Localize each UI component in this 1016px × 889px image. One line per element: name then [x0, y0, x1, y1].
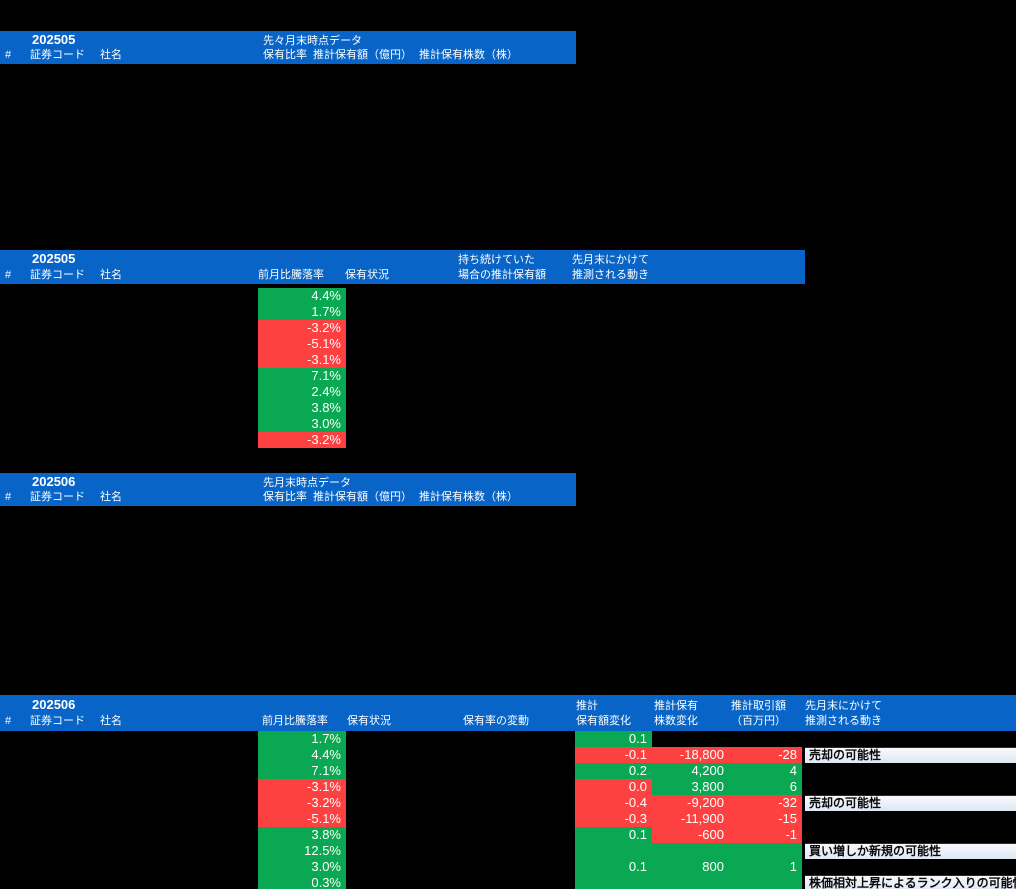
col-header-move-line2: 推測される動き — [805, 715, 882, 727]
col-header-code: 証券コード — [30, 715, 85, 727]
col-header-est-shares-line1: 推計保有 — [654, 700, 698, 712]
col-header-est-shares: 推計保有株数（株） — [419, 491, 518, 503]
est-trade-amount-cell[interactable]: -28 — [729, 747, 802, 763]
table-header-prev1-snapshot: 202506 先月末時点データ # 証券コード 社名 保有比率 推計保有額（億円… — [0, 473, 576, 506]
est-shares-change-cell[interactable]: 3,800 — [652, 779, 729, 795]
col-header-held-value-line1: 持ち続けていた — [458, 254, 535, 266]
est-shares-change-cell[interactable]: 800 — [652, 859, 729, 875]
col-header-code: 証券コード — [30, 269, 85, 281]
col-header-ratio-change: 保有率の変動 — [463, 715, 529, 727]
col-header-est-amount: 推計保有額（億円） — [313, 491, 412, 503]
est-shares-change-cell[interactable]: 4,200 — [652, 763, 729, 779]
col-header-est-amount: 推計保有額（億円） — [313, 49, 412, 61]
col-header-num: # — [5, 269, 12, 281]
est-shares-change-cell[interactable]: -600 — [652, 827, 729, 843]
snapshot-title: 先月末時点データ — [263, 477, 351, 489]
col-header-move-line1: 先月末にかけて — [572, 254, 649, 266]
table-header-prev2-snapshot: 202505 先々月末時点データ # 証券コード 社名 保有比率 推計保有額（億… — [0, 31, 576, 64]
col-header-holding-status: 保有状況 — [347, 715, 391, 727]
mom-change-cell[interactable]: -3.2% — [258, 320, 346, 336]
mom-change-cell[interactable]: 1.7% — [258, 304, 346, 320]
est-trade-amount-cell[interactable]: 4 — [729, 763, 802, 779]
est-value-change-cell[interactable]: -0.1 — [575, 747, 652, 763]
table-header-prev2-moves: 202505 # 証券コード 社名 前月比騰落率 保有状況 持ち続けていた 場合… — [0, 250, 805, 284]
mom-change-cell[interactable]: 3.0% — [258, 859, 346, 875]
est-value-change-cell[interactable] — [575, 875, 652, 889]
col-header-name: 社名 — [100, 49, 122, 61]
col-header-est-value-line1: 推計 — [576, 700, 598, 712]
est-shares-change-cell[interactable] — [652, 875, 729, 889]
mom-change-cell[interactable]: 4.4% — [258, 747, 346, 763]
period-label: 202506 — [32, 474, 76, 489]
est-value-change-cell[interactable]: -0.3 — [575, 811, 652, 827]
est-trade-amount-cell[interactable]: 6 — [729, 779, 802, 795]
mom-change-cell[interactable]: 7.1% — [258, 368, 346, 384]
mom-change-cell[interactable]: -5.1% — [258, 336, 346, 352]
col-header-move-line2: 推測される動き — [572, 269, 649, 281]
col-header-num: # — [5, 491, 12, 503]
period-label: 202506 — [32, 697, 76, 712]
col-header-est-trade-line1: 推計取引額 — [731, 700, 786, 712]
col-header-est-value-line2: 保有額変化 — [576, 715, 631, 727]
col-header-est-shares-line2: 株数変化 — [654, 715, 698, 727]
col-header-name: 社名 — [100, 491, 122, 503]
est-shares-change-cell[interactable]: -11,900 — [652, 811, 729, 827]
est-value-change-cell[interactable]: 0.1 — [575, 827, 652, 843]
mom-change-cell[interactable]: 7.1% — [258, 763, 346, 779]
col-header-ratio: 保有比率 — [263, 491, 307, 503]
est-trade-amount-cell[interactable]: 1 — [729, 859, 802, 875]
col-header-num: # — [5, 49, 12, 61]
mom-change-cell[interactable]: -3.1% — [258, 779, 346, 795]
est-value-change-cell[interactable]: 0.1 — [575, 859, 652, 875]
est-trade-amount-cell[interactable]: -1 — [729, 827, 802, 843]
col-header-holding-status: 保有状況 — [345, 269, 389, 281]
col-header-code: 証券コード — [30, 491, 85, 503]
mom-change-cell[interactable]: -3.2% — [258, 432, 346, 448]
col-header-name: 社名 — [100, 269, 122, 281]
table-header-prev1-moves: 202506 # 証券コード 社名 前月比騰落率 保有状況 保有率の変動 推計 … — [0, 695, 1016, 731]
mom-change-cell[interactable]: 12.5% — [258, 843, 346, 859]
est-trade-amount-cell[interactable] — [729, 875, 802, 889]
snapshot-title: 先々月末時点データ — [263, 35, 362, 47]
col-header-mom-change: 前月比騰落率 — [262, 715, 328, 727]
mom-change-cell[interactable]: -5.1% — [258, 811, 346, 827]
predicted-move-note[interactable]: 売却の可能性 — [805, 747, 1016, 763]
mom-change-cell[interactable]: 3.0% — [258, 416, 346, 432]
col-header-est-shares: 推計保有株数（株） — [419, 49, 518, 61]
col-header-mom-change: 前月比騰落率 — [258, 269, 324, 281]
est-value-change-cell[interactable]: 0.0 — [575, 779, 652, 795]
est-value-change-cell[interactable]: 0.2 — [575, 763, 652, 779]
mom-change-cell[interactable]: 4.4% — [258, 288, 346, 304]
est-value-change-cell[interactable] — [575, 843, 652, 859]
mom-change-cell[interactable]: 2.4% — [258, 384, 346, 400]
predicted-move-note[interactable]: 売却の可能性 — [805, 795, 1016, 811]
mom-change-cell[interactable]: 3.8% — [258, 827, 346, 843]
col-header-name: 社名 — [100, 715, 122, 727]
est-value-change-cell[interactable]: 0.1 — [575, 731, 652, 747]
col-header-est-trade-line2: （百万円） — [731, 715, 786, 727]
col-header-ratio: 保有比率 — [263, 49, 307, 61]
mom-change-cell[interactable]: 3.8% — [258, 400, 346, 416]
col-header-num: # — [5, 715, 12, 727]
period-label: 202505 — [32, 32, 76, 47]
est-value-change-cell[interactable]: -0.4 — [575, 795, 652, 811]
est-shares-change-cell[interactable]: -18,800 — [652, 747, 729, 763]
period-label: 202505 — [32, 251, 76, 266]
est-trade-amount-cell[interactable]: -32 — [729, 795, 802, 811]
col-header-held-value-line2: 場合の推計保有額 — [458, 269, 546, 281]
mom-change-cell[interactable]: -3.2% — [258, 795, 346, 811]
est-trade-amount-cell[interactable]: -15 — [729, 811, 802, 827]
est-trade-amount-cell[interactable] — [729, 843, 802, 859]
predicted-move-note[interactable]: 株価相対上昇によるランク入りの可能性 — [805, 875, 1016, 889]
mom-change-cell[interactable]: -3.1% — [258, 352, 346, 368]
mom-change-cell[interactable]: 1.7% — [258, 731, 346, 747]
col-header-move-line1: 先月末にかけて — [805, 700, 882, 712]
est-shares-change-cell[interactable]: -9,200 — [652, 795, 729, 811]
col-header-code: 証券コード — [30, 49, 85, 61]
est-shares-change-cell[interactable] — [652, 843, 729, 859]
mom-change-cell[interactable]: 0.3% — [258, 875, 346, 889]
predicted-move-note[interactable]: 買い増しか新規の可能性 — [805, 843, 1016, 859]
